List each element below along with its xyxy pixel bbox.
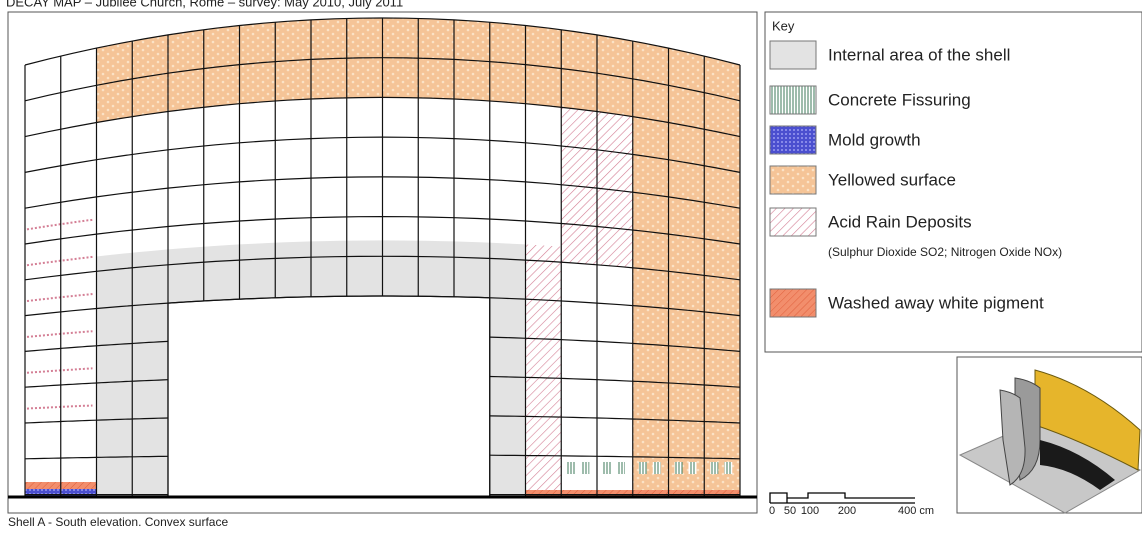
acid-mark [26, 255, 93, 267]
key-swatch [769, 40, 817, 70]
scale-label: 400 cm [898, 505, 934, 517]
key-swatch [769, 165, 817, 195]
scale-label: 50 [784, 505, 796, 517]
scale-label: 0 [769, 505, 775, 517]
key-swatch [769, 207, 817, 237]
key-box [764, 11, 1142, 353]
grid-row [489, 454, 741, 460]
key-label: Acid Rain Deposits [828, 212, 972, 231]
fissure [652, 462, 661, 474]
scale-labels: 0 50 100 200 400 cm [769, 505, 934, 517]
acid-mark [26, 293, 93, 302]
key-label: Mold growth [828, 130, 921, 149]
elevation [24, 17, 741, 497]
fissure [724, 462, 733, 474]
scale-label: 100 [801, 505, 819, 517]
key-items: Internal area of the shell Concrete Fissu… [769, 40, 1062, 318]
key-label: Concrete Fissuring [828, 90, 971, 109]
fissure [567, 462, 576, 474]
acid-mark [26, 330, 93, 338]
fissure [617, 462, 625, 474]
acid-mark [26, 404, 93, 410]
fissure [688, 462, 697, 474]
key-swatch [769, 85, 817, 115]
thumbnail [958, 369, 1142, 514]
fissure [638, 462, 647, 474]
fissure [710, 462, 719, 474]
grid-row [489, 336, 741, 352]
key-title: Key [772, 18, 795, 33]
key-swatch [769, 288, 817, 318]
key-swatch [769, 125, 817, 155]
scale-label: 200 [838, 505, 856, 517]
key-note: (Sulphur Dioxide SO2; Nitrogen Oxide NOx… [828, 245, 1062, 259]
drawing-frame [7, 11, 758, 514]
opening-outline [167, 295, 491, 497]
grid-row [489, 415, 741, 424]
scale-bar [769, 492, 915, 504]
title: DECAY MAP – Jubilee Church, Rome – surve… [6, 0, 403, 9]
caption: Shell A - South elevation. Convex surfac… [8, 515, 228, 529]
acid-mark [26, 367, 93, 374]
fissure [603, 462, 611, 474]
key-label: Internal area of the shell [828, 45, 1010, 64]
key-label: Washed away white pigment [828, 293, 1044, 312]
yellowed-area [632, 116, 740, 497]
grid-row [489, 375, 741, 388]
acid-rain-area [525, 244, 562, 497]
key-label: Yellowed surface [828, 170, 956, 189]
fissure [581, 462, 590, 474]
fissure [674, 462, 683, 474]
acid-mark [26, 218, 93, 231]
opening [168, 296, 490, 497]
